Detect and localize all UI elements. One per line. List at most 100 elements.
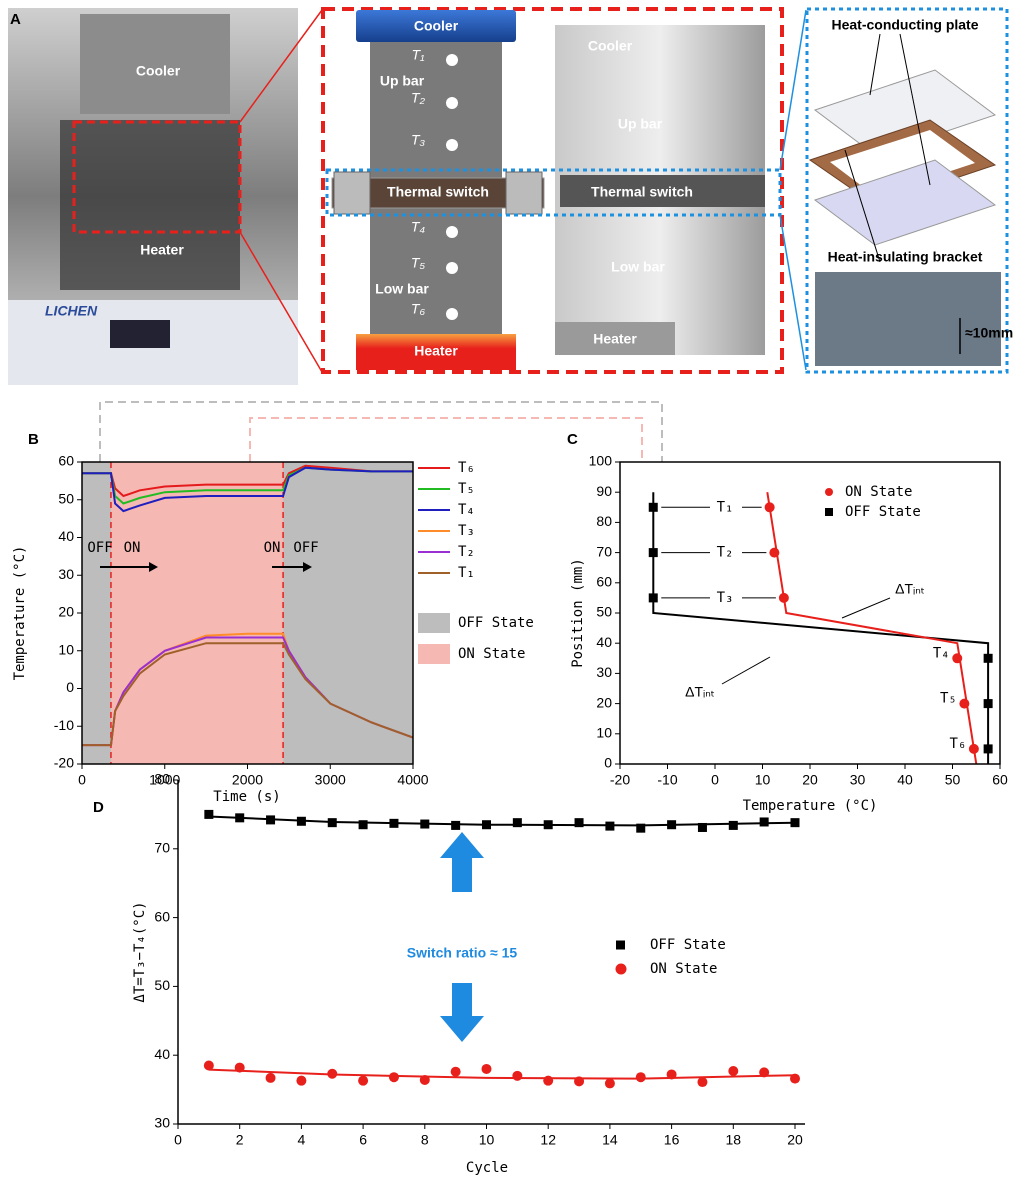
y-tick-label: 0: [66, 679, 74, 695]
y-tick-label: 40: [58, 528, 74, 544]
point: [204, 1061, 214, 1071]
legend-swatch: [418, 613, 450, 633]
point-label: T₁: [717, 499, 734, 515]
panel-label: D: [93, 799, 104, 816]
sensor-dot: [446, 97, 458, 109]
x-tick-label: 0: [711, 772, 719, 788]
point-label: T₄: [933, 645, 950, 661]
x-tick-label: 18: [726, 1132, 742, 1148]
x-tick-label: 14: [602, 1132, 618, 1148]
x-tick-label: 6: [359, 1132, 367, 1148]
y-tick-label: 30: [596, 664, 612, 680]
leader: [870, 34, 880, 95]
legend-label: ON State: [458, 646, 525, 662]
y-tick-label: 10: [596, 725, 612, 741]
point: [513, 818, 522, 827]
point: [327, 1069, 337, 1079]
exploded-label: ≈10mm: [965, 325, 1013, 341]
legend-label: T₂: [458, 544, 475, 560]
y-tick-label: 20: [596, 694, 612, 710]
y-tick-label: 50: [154, 977, 170, 993]
point: [969, 744, 979, 754]
point: [543, 1076, 553, 1086]
y-axis-label: ΔT=T₃−T₄(°C): [132, 901, 148, 1002]
y-tick-label: 50: [596, 604, 612, 620]
y-tick-label: 90: [596, 483, 612, 499]
point: [729, 821, 738, 830]
point: [389, 1072, 399, 1082]
legend-marker: [616, 964, 627, 975]
sensor-label: T₁: [412, 47, 426, 63]
panel-label: A: [10, 11, 21, 28]
x-tick-label: 0: [78, 772, 86, 788]
exploded-label: Heat-insulating bracket: [828, 249, 983, 265]
sensor-dot: [446, 262, 458, 274]
x-tick-label: 10: [755, 772, 771, 788]
x-tick-label: 2: [236, 1132, 244, 1148]
point: [984, 699, 993, 708]
photo-label: LICHEN: [45, 303, 98, 319]
photo-label: Heater: [140, 242, 184, 258]
x-tick-label: 0: [174, 1132, 182, 1148]
point: [984, 654, 993, 663]
point: [235, 1063, 245, 1073]
point: [451, 821, 460, 830]
x-tick-label: 50: [945, 772, 961, 788]
point: [296, 1076, 306, 1086]
x-axis-label: Time (s): [213, 789, 280, 805]
y-tick-label: 30: [58, 566, 74, 582]
legend-label: T₃: [458, 523, 475, 539]
sensor-label: T₂: [411, 90, 426, 106]
x-tick-label: 40: [897, 772, 913, 788]
point: [959, 699, 969, 709]
state-region: [283, 462, 413, 764]
point: [605, 822, 614, 831]
y-tick-label: 50: [58, 490, 74, 506]
point: [759, 1067, 769, 1077]
x-tick-label: 2000: [232, 772, 263, 788]
sensor-label: T₄: [411, 219, 426, 235]
x-tick-label: 3000: [315, 772, 346, 788]
y-tick-label: 80: [154, 771, 170, 787]
point: [667, 1069, 677, 1079]
x-axis-label: Cycle: [466, 1160, 508, 1176]
point: [605, 1078, 615, 1088]
fit-line: [767, 492, 976, 764]
x-tick-label: 60: [992, 772, 1008, 788]
y-axis-label: Temperature (°C): [12, 546, 28, 681]
annotation: ΔTᵢₙₜ: [685, 684, 715, 700]
photo-label: Heater: [593, 331, 637, 347]
exploded-label: Heat-conducting plate: [831, 17, 978, 33]
legend-label: OFF State: [458, 615, 534, 631]
point: [760, 817, 769, 826]
point: [779, 593, 789, 603]
display: [110, 320, 170, 348]
x-tick-label: 10: [479, 1132, 495, 1148]
point: [952, 653, 962, 663]
y-tick-label: 60: [58, 453, 74, 469]
connector: [250, 418, 642, 462]
point: [482, 820, 491, 829]
legend-marker: [616, 941, 625, 950]
clamp: [334, 172, 370, 214]
x-tick-label: 20: [787, 1132, 803, 1148]
point: [649, 548, 658, 557]
legend-label: T₁: [458, 565, 475, 581]
sensor-dot: [446, 54, 458, 66]
x-tick-label: -10: [657, 772, 677, 788]
point: [420, 1075, 430, 1085]
annotation: OFF: [87, 540, 112, 556]
point: [266, 1073, 276, 1083]
annotation: Switch ratio ≈ 15: [407, 945, 518, 961]
legend-label: ON State: [650, 961, 717, 977]
schematic-label: Cooler: [414, 18, 459, 34]
point: [791, 818, 800, 827]
point: [204, 810, 213, 819]
point: [790, 1074, 800, 1084]
point: [769, 548, 779, 558]
arrow: [842, 598, 890, 618]
fit-line: [209, 1070, 795, 1079]
y-tick-label: 60: [596, 574, 612, 590]
arrow-up: [440, 832, 484, 892]
legend-swatch: [418, 644, 450, 664]
